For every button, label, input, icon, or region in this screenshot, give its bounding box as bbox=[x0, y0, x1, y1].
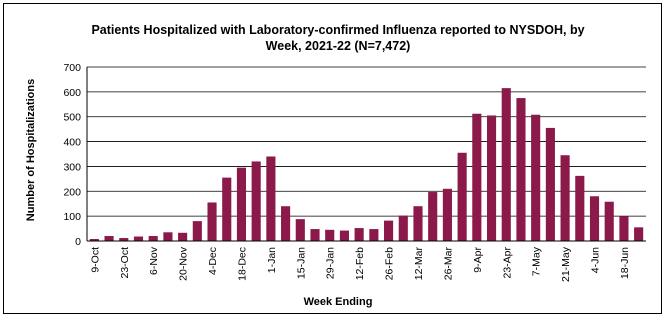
x-tick-label: 7-May bbox=[531, 246, 543, 276]
x-tick-label: 9-Oct bbox=[89, 247, 101, 273]
bar-27-Nov bbox=[192, 221, 202, 241]
gridlines bbox=[87, 66, 646, 242]
x-tick-label: 29-Jan bbox=[325, 247, 337, 279]
bar-12-Feb bbox=[354, 228, 364, 241]
bar-16-Apr bbox=[486, 115, 497, 241]
bar-30-Oct bbox=[133, 236, 144, 241]
bar-19-Mar bbox=[428, 192, 438, 241]
y-tick-label: 200 bbox=[63, 186, 81, 198]
chart-title: Patients Hospitalized with Laboratory-co… bbox=[91, 23, 584, 37]
bar-2-Apr bbox=[457, 152, 467, 241]
x-tick-label: 26-Mar bbox=[442, 247, 454, 281]
bar-21-May bbox=[560, 155, 570, 241]
bar-15-Jan bbox=[295, 219, 305, 241]
bar-11-Dec bbox=[222, 177, 232, 241]
y-tick-label: 300 bbox=[63, 161, 81, 173]
bar-7-May bbox=[531, 114, 541, 241]
bar-20-Nov bbox=[178, 232, 188, 241]
bar-9-Oct bbox=[89, 239, 99, 241]
bar-9-Apr bbox=[472, 113, 482, 241]
bar-26-Mar bbox=[442, 188, 452, 241]
y-tick-label: 600 bbox=[63, 87, 81, 99]
bar-26-Feb bbox=[384, 220, 394, 241]
bar-5-Mar bbox=[398, 215, 408, 241]
bar-28-May bbox=[575, 175, 585, 241]
bar-6-Nov bbox=[148, 236, 158, 241]
x-tick-label: 4-Dec bbox=[207, 247, 219, 275]
y-tick-label: 0 bbox=[75, 236, 81, 248]
bar-19-Feb bbox=[369, 229, 379, 241]
bar-4-Dec bbox=[207, 202, 217, 241]
bar-1-Jan bbox=[266, 156, 276, 241]
x-tick-label: 6-Nov bbox=[148, 246, 160, 275]
x-tick-label: 18-Jun bbox=[619, 247, 631, 279]
y-tick-labels: 0 100 200 300 400 500 600 700 bbox=[63, 62, 81, 248]
bar-18-Dec bbox=[236, 167, 247, 241]
x-tick-label: 1-Jan bbox=[266, 247, 278, 273]
x-tick-label: 4-Jun bbox=[590, 247, 602, 273]
x-tick-label: 20-Nov bbox=[178, 246, 190, 281]
bar-12-Mar bbox=[413, 206, 423, 241]
bar-18-Jun bbox=[619, 216, 629, 241]
x-tick-label: 26-Feb bbox=[384, 247, 396, 280]
x-tick-labels: 9-Oct 23-Oct 6-Nov 20-Nov 4-Dec 18-Dec 1-Jan 15… bbox=[89, 246, 631, 282]
bar-29-Jan bbox=[325, 229, 335, 241]
bar-25-Jun bbox=[634, 227, 644, 241]
x-axis-label: Week Ending bbox=[304, 296, 373, 308]
bar-22-Jan bbox=[310, 229, 320, 241]
x-tick-label: 23-Oct bbox=[119, 247, 131, 279]
bar-16-Oct bbox=[104, 236, 114, 241]
x-tick-label: 12-Mar bbox=[413, 247, 425, 281]
x-tick-label: 18-Dec bbox=[236, 247, 248, 281]
bar-13-Nov bbox=[163, 232, 173, 241]
bar-5-Feb bbox=[339, 230, 349, 241]
y-tick-label: 100 bbox=[63, 211, 81, 223]
bar-11-Jun bbox=[604, 201, 614, 241]
x-tick-label: 23-Apr bbox=[501, 246, 513, 278]
bar-25-Dec bbox=[251, 161, 261, 241]
x-tick-label: 9-Apr bbox=[472, 247, 484, 273]
x-tick-label: 21-May bbox=[560, 246, 572, 282]
y-tick-label: 700 bbox=[63, 62, 81, 74]
chart-subtitle: Week, 2021-22 (N=7,472) bbox=[266, 39, 411, 53]
bar-23-Apr bbox=[501, 88, 511, 241]
y-tick-label: 400 bbox=[63, 137, 81, 149]
x-tick-label: 15-Jan bbox=[295, 247, 307, 279]
bar-23-Oct bbox=[119, 238, 129, 241]
bar-8-Jan bbox=[281, 206, 291, 241]
bar-14-May bbox=[545, 127, 555, 241]
bar-30-Apr bbox=[516, 98, 526, 241]
y-tick-label: 500 bbox=[63, 112, 81, 124]
chart-frame: Patients Hospitalized with Laboratory-co… bbox=[3, 3, 662, 314]
y-axis-label: Number of Hospitalizations bbox=[25, 79, 37, 221]
axes bbox=[86, 67, 646, 242]
bar-4-Jun bbox=[589, 196, 600, 241]
bars bbox=[89, 88, 644, 241]
x-tick-label: 12-Feb bbox=[354, 247, 366, 280]
chart-svg: Patients Hospitalized with Laboratory-co… bbox=[25, 23, 646, 308]
